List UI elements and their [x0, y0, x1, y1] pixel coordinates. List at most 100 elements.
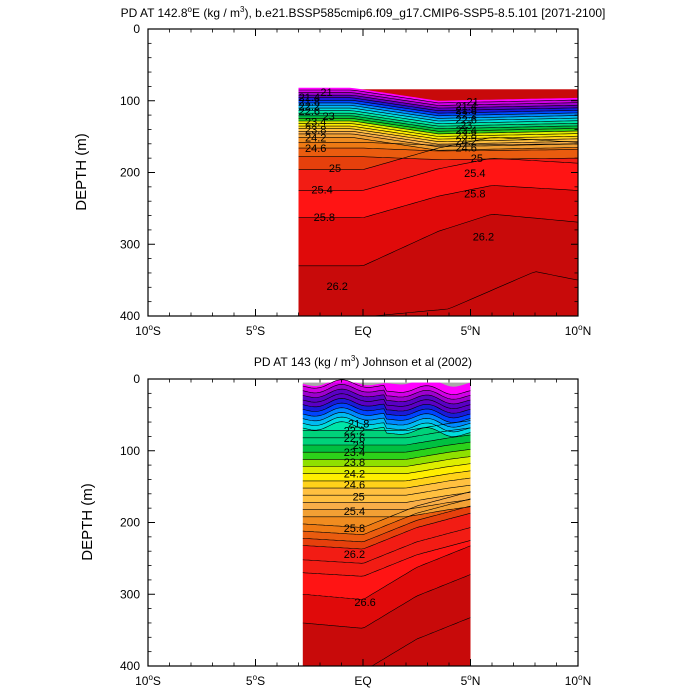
- top-contour-line: [298, 100, 578, 114]
- top-y-tick-label: 200: [120, 166, 140, 180]
- top-contour-label: 21.4: [455, 101, 476, 113]
- top-contour-line: [298, 94, 578, 109]
- top-axes: 10oS 5oS EQ 5oN 10oN 0 100 200 300 400: [120, 22, 591, 338]
- top-contour-line: [298, 107, 578, 122]
- top-y-tick-label: 100: [120, 94, 140, 108]
- bottom-density-band: [302, 491, 471, 528]
- bottom-contour-line: [302, 402, 471, 419]
- bottom-density-band: [302, 513, 471, 564]
- top-density-band: [298, 133, 578, 151]
- bottom-y-tick-label: 400: [120, 659, 140, 673]
- top-contour-label: 25.4: [464, 168, 485, 180]
- bottom-density-band: [302, 420, 471, 438]
- top-contour-field: [298, 87, 578, 316]
- bottom-contour-line: [302, 470, 471, 482]
- top-contour-line: [298, 137, 578, 151]
- bottom-contour-line: [302, 412, 471, 428]
- bottom-x-tick-label: 5oS: [246, 673, 265, 688]
- bottom-contour-line: [302, 484, 471, 496]
- bottom-contour-line: [302, 449, 471, 460]
- bottom-density-band: [302, 427, 471, 445]
- bottom-contour-label: 25.8: [344, 523, 365, 535]
- top-contour-label: 22.6: [299, 106, 320, 118]
- bottom-density-band: [302, 574, 471, 666]
- bottom-contour-line: [302, 379, 471, 395]
- bottom-contour-line: [302, 477, 471, 489]
- bottom-density-band: [302, 420, 471, 437]
- top-y-tick-label: 0: [133, 22, 140, 36]
- bottom-contour-label: 22.2: [344, 426, 365, 438]
- top-contour-label: 24.6: [455, 142, 476, 154]
- bottom-contour-line: [302, 441, 471, 453]
- bottom-density-band: [302, 492, 471, 510]
- bottom-contour-line: [302, 463, 471, 474]
- bottom-density-band: [302, 463, 471, 481]
- bottom-y-tick-label: 300: [120, 587, 140, 601]
- bottom-contour-line: [302, 527, 471, 564]
- top-contour-line: [298, 131, 578, 145]
- top-contour-label: 25.8: [464, 188, 485, 200]
- bottom-contour-line: [302, 427, 471, 439]
- top-contour-line: [298, 118, 578, 132]
- bottom-contour-line: [302, 398, 471, 414]
- bottom-density-band: [302, 545, 471, 629]
- top-contour-label: 23.8: [305, 124, 326, 136]
- bottom-contour-line: [302, 384, 471, 400]
- top-contour-line: [298, 156, 578, 160]
- bottom-density-band: [302, 506, 471, 549]
- bottom-contour-label: 24.6: [344, 480, 365, 492]
- top-contour-line: [298, 142, 578, 146]
- bottom-contour-line: [302, 505, 471, 543]
- top-density-band: [298, 87, 578, 103]
- bottom-y-axis-label: DEPTH (m): [79, 483, 96, 561]
- bottom-x-tick-label: 10oS: [135, 673, 161, 688]
- bottom-x-tick-label: 5oN: [461, 673, 481, 688]
- bottom-contour-line: [302, 434, 471, 446]
- top-contour-line: [298, 185, 578, 218]
- bottom-density-band: [302, 491, 471, 535]
- top-contour-label: 22.2: [299, 101, 320, 113]
- bottom-contour-line: [302, 492, 471, 503]
- top-contour-line: [298, 102, 578, 117]
- bottom-density-band: [302, 540, 471, 600]
- top-contour-line: [298, 133, 578, 148]
- bottom-contour-label: 23: [353, 440, 365, 452]
- top-contour-line: [298, 213, 578, 267]
- top-x-tick-label: 5oS: [246, 323, 265, 338]
- bottom-density-band: [302, 499, 471, 517]
- top-contour-label: 25: [471, 153, 483, 165]
- bottom-contour-line: [302, 420, 471, 431]
- bottom-x-tick-label: 10oN: [565, 673, 591, 688]
- bottom-contour-label: 23.4: [344, 447, 365, 459]
- bottom-contour-label: 25: [353, 492, 365, 504]
- top-density-band: [298, 158, 578, 218]
- top-contour-line: [298, 110, 578, 124]
- top-x-tick-label: 5oN: [461, 323, 481, 338]
- top-contour-label: 23: [460, 120, 472, 132]
- top-contour-line: [298, 157, 578, 191]
- bottom-contour-label: 26.2: [344, 549, 365, 561]
- bottom-contour-line: [302, 393, 471, 409]
- top-x-tick-label: 10oS: [135, 323, 161, 338]
- bottom-contour-label: 23.8: [344, 457, 365, 469]
- bottom-contour-line: [302, 617, 471, 666]
- top-contour-label: 26.2: [473, 231, 494, 243]
- bottom-density-band: [302, 379, 471, 395]
- bottom-contour-label: 21.8: [348, 419, 369, 431]
- bottom-density-band: [302, 456, 471, 474]
- top-contour-line: [298, 105, 578, 119]
- top-contour-line: [298, 120, 578, 135]
- bottom-contour-line: [302, 407, 471, 423]
- bottom-contour-line: [302, 498, 471, 535]
- bottom-axes: 10oS 5oS EQ 5oN 10oN 0 100 200 300 400: [120, 372, 591, 688]
- bottom-contour-label: 24.2: [344, 469, 365, 481]
- top-contour-label: 22.6: [455, 114, 476, 126]
- top-x-tick-label: EQ: [354, 324, 371, 338]
- bottom-contour-line: [302, 421, 471, 437]
- top-contour-label: 23.4: [455, 125, 476, 137]
- bottom-y-tick-label: 100: [120, 444, 140, 458]
- top-contour-line: [298, 97, 578, 112]
- top-contour-label: 23.8: [455, 130, 476, 142]
